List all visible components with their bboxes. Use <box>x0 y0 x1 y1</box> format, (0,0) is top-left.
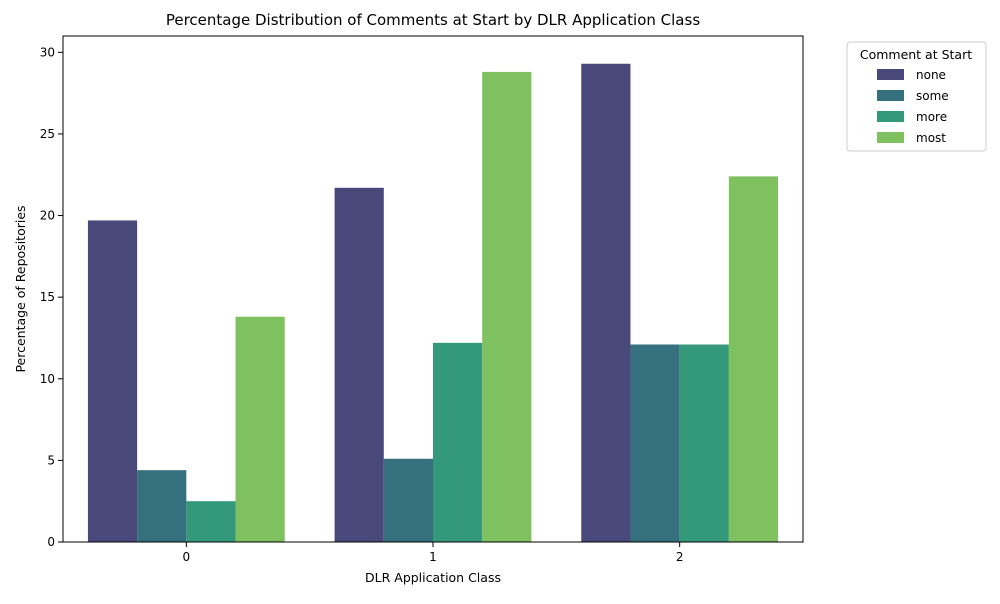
bar-more-class-2 <box>679 344 729 542</box>
chart-title: Percentage Distribution of Comments at S… <box>166 11 700 29</box>
y-axis-label: Percentage of Repositories <box>13 205 28 372</box>
bar-most-class-0 <box>235 316 285 542</box>
legend-items: none some more most <box>877 68 949 145</box>
legend: Comment at Start none some more most <box>846 41 987 152</box>
legend-swatch-more <box>877 111 904 122</box>
bar-most-class-2 <box>728 176 779 542</box>
x-tick-label: 1 <box>429 550 437 564</box>
bar-some-class-0 <box>137 470 187 542</box>
bar-some-class-1 <box>383 458 433 542</box>
y-axis: 0 5 10 15 20 25 30 <box>40 45 63 549</box>
plot-frame <box>62 35 804 543</box>
bar-most-class-1 <box>482 71 532 542</box>
legend-swatch-some <box>877 90 904 101</box>
bar-none-class-1 <box>334 187 384 543</box>
bar-some-class-2 <box>630 344 680 542</box>
y-tick-label: 30 <box>40 45 55 59</box>
x-tick-label: 0 <box>183 550 191 564</box>
legend-label-more: more <box>916 110 947 124</box>
legend-label-most: most <box>916 131 946 145</box>
y-tick-label: 20 <box>40 209 55 223</box>
legend-swatch-none <box>877 69 904 80</box>
y-tick-label: 0 <box>47 535 55 549</box>
bar-none-class-0 <box>87 220 138 542</box>
legend-title: Comment at Start <box>860 47 972 62</box>
x-tick-label: 2 <box>676 550 684 564</box>
y-tick-label: 5 <box>47 453 55 467</box>
x-axis-label: DLR Application Class <box>365 570 501 585</box>
y-tick-label: 25 <box>40 127 55 141</box>
legend-label-some: some <box>916 89 949 103</box>
legend-label-none: none <box>916 68 946 82</box>
bar-more-class-0 <box>186 501 236 542</box>
y-tick-label: 15 <box>40 290 55 304</box>
bar-more-class-1 <box>433 342 483 542</box>
x-axis: 0 1 2 <box>183 542 684 564</box>
legend-swatch-most <box>877 132 904 143</box>
y-tick-label: 10 <box>40 372 55 386</box>
bar-none-class-2 <box>581 63 631 542</box>
bars-layer <box>87 63 779 543</box>
